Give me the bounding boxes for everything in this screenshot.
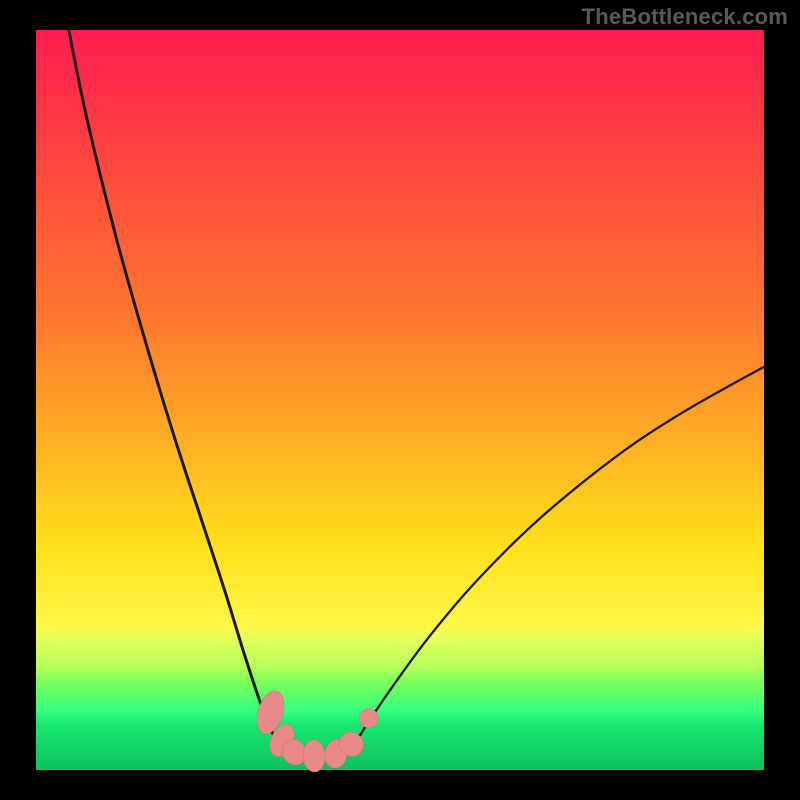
plot-area — [36, 30, 764, 770]
watermark: TheBottleneck.com — [582, 4, 788, 30]
chart-frame: TheBottleneck.com — [0, 0, 800, 800]
